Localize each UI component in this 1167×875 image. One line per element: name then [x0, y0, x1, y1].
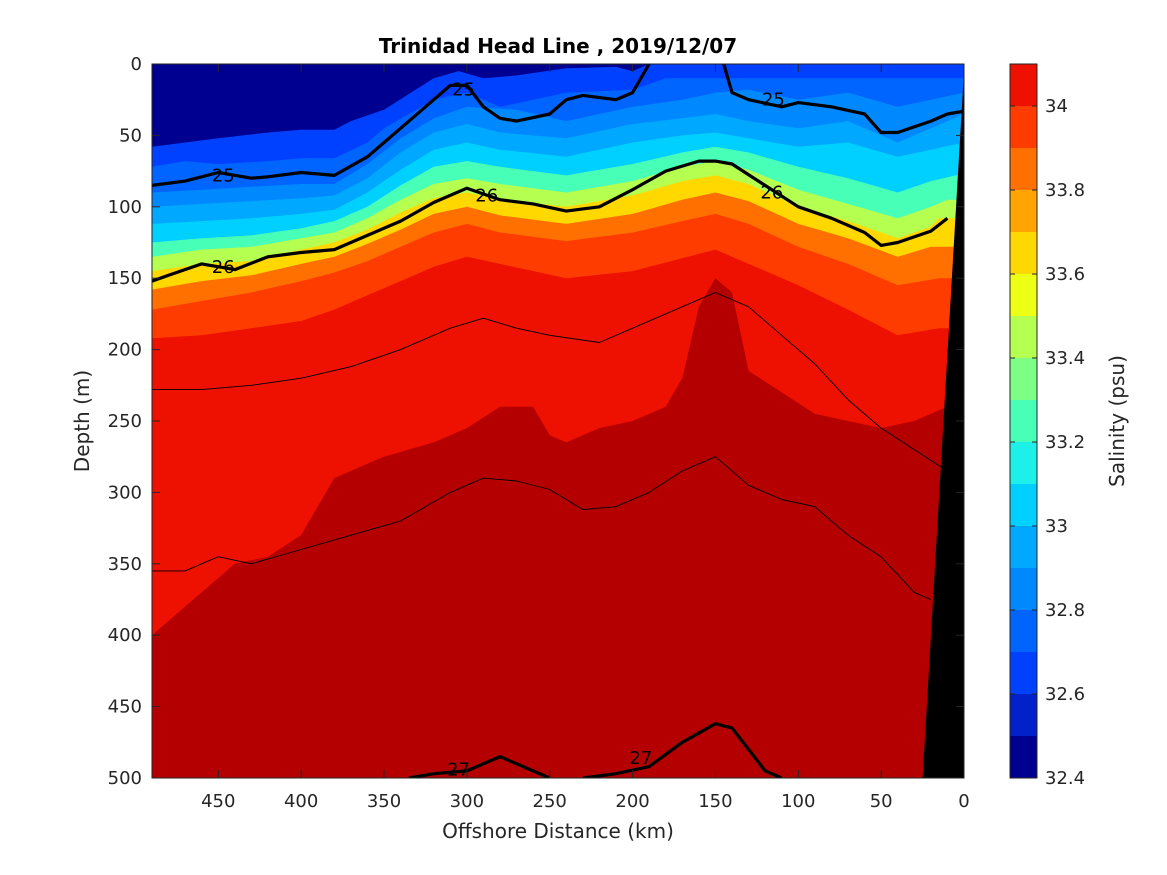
y-tick-label-0: 0 [131, 54, 142, 75]
colorbar-swatch-11 [1010, 274, 1037, 316]
colorbar-swatch-8 [1010, 400, 1037, 442]
colorbar-tick-label-5: 33.4 [1045, 348, 1085, 369]
colorbar-swatch-5 [1010, 526, 1037, 568]
x-axis-title: Offshore Distance (km) [442, 819, 674, 843]
salinity-bands [152, 64, 964, 778]
contour-label-4: 26 [475, 185, 498, 206]
contour-label-0: 25 [212, 165, 235, 186]
y-tick-label-5: 250 [108, 411, 142, 432]
colorbar-tick-label-6: 33.6 [1045, 264, 1085, 285]
bottom-mask [922, 71, 964, 778]
colorbar-swatch-14 [1010, 148, 1037, 190]
x-tick-label-7: 100 [781, 791, 815, 812]
contour-label-1: 25 [452, 80, 475, 101]
contour-label-3: 26 [212, 257, 235, 278]
density-contour-6 [582, 722, 783, 778]
contour-label-6: 27 [447, 759, 470, 780]
chart-title: Trinidad Head Line , 2019/12/07 [379, 34, 737, 58]
colorbar-tick-label-4: 33.2 [1045, 432, 1085, 453]
colorbar-swatch-6 [1010, 484, 1037, 526]
contour-label-5: 26 [760, 183, 783, 204]
density-contour-1 [722, 64, 964, 135]
colorbar-tick-label-0: 32.4 [1045, 768, 1085, 789]
colorbar-swatch-1 [1010, 694, 1037, 736]
x-tick-label-4: 250 [533, 791, 567, 812]
colorbar-frame [1009, 63, 1038, 779]
colorbar-swatch-2 [1010, 652, 1037, 694]
density-contour-3 [152, 292, 948, 472]
y-axis: 0 50 100 150 200 250 300 350 400 450 500 [108, 54, 964, 789]
y-tick-label-7: 350 [108, 554, 142, 575]
density-contours [152, 64, 964, 778]
contour-label-7: 27 [629, 748, 652, 769]
colorbar-swatch-7 [1010, 442, 1037, 484]
colorbar [1010, 64, 1037, 778]
colorbar-swatch-4 [1010, 568, 1037, 610]
colorbar-title: Salinity (psu) [1105, 355, 1129, 487]
colorbar-swatch-12 [1010, 232, 1037, 274]
colorbar-tick-label-8: 34 [1045, 96, 1068, 117]
x-tick-label-8: 50 [870, 791, 893, 812]
y-tick-label-10: 500 [108, 768, 142, 789]
colorbar-swatch-9 [1010, 358, 1037, 400]
colorbar-swatch-3 [1010, 610, 1037, 652]
density-contour-5 [408, 754, 551, 778]
x-tick-label-5: 200 [615, 791, 649, 812]
y-tick-label-1: 50 [119, 125, 142, 146]
x-axis: 450 400 350 300 250 200 150 100 50 0 [201, 64, 970, 812]
y-tick-label-6: 300 [108, 482, 142, 503]
colorbar-tick-label-7: 33.8 [1045, 180, 1085, 201]
salinity-band-12 [152, 603, 964, 778]
colorbar-swatch-0 [1010, 736, 1037, 778]
y-tick-label-2: 100 [108, 197, 142, 218]
x-tick-label-0: 450 [201, 791, 235, 812]
colorbar-ticks: 32.4 32.6 32.8 33 33.2 33.4 33.6 33.8 34 [1010, 96, 1085, 789]
colorbar-swatch-10 [1010, 316, 1037, 358]
x-tick-label-1: 400 [284, 791, 318, 812]
x-tick-label-9: 0 [958, 791, 969, 812]
colorbar-tick-label-2: 32.8 [1045, 600, 1085, 621]
colorbar-swatch-13 [1010, 190, 1037, 232]
contour-label-2: 25 [762, 90, 785, 111]
y-tick-label-9: 450 [108, 697, 142, 718]
y-tick-label-8: 400 [108, 625, 142, 646]
density-contour-0 [152, 64, 651, 187]
colorbar-swatch-16 [1010, 64, 1037, 106]
y-axis-title: Depth (m) [70, 370, 94, 472]
x-tick-label-2: 350 [367, 791, 401, 812]
y-tick-label-4: 200 [108, 340, 142, 361]
plot-area: 25 25 25 26 26 26 27 27 [152, 64, 964, 780]
contour-labels: 25 25 25 26 26 26 27 27 [212, 80, 785, 780]
density-contour-4 [152, 456, 932, 600]
density-contour-2 [152, 159, 949, 283]
y-tick-label-3: 150 [108, 268, 142, 289]
seafloor-mask [922, 71, 964, 778]
x-tick-label-6: 150 [698, 791, 732, 812]
x-tick-label-3: 300 [450, 791, 484, 812]
colorbar-tick-label-3: 33 [1045, 516, 1068, 537]
colorbar-tick-label-1: 32.6 [1045, 684, 1085, 705]
colorbar-swatch-15 [1010, 106, 1037, 148]
